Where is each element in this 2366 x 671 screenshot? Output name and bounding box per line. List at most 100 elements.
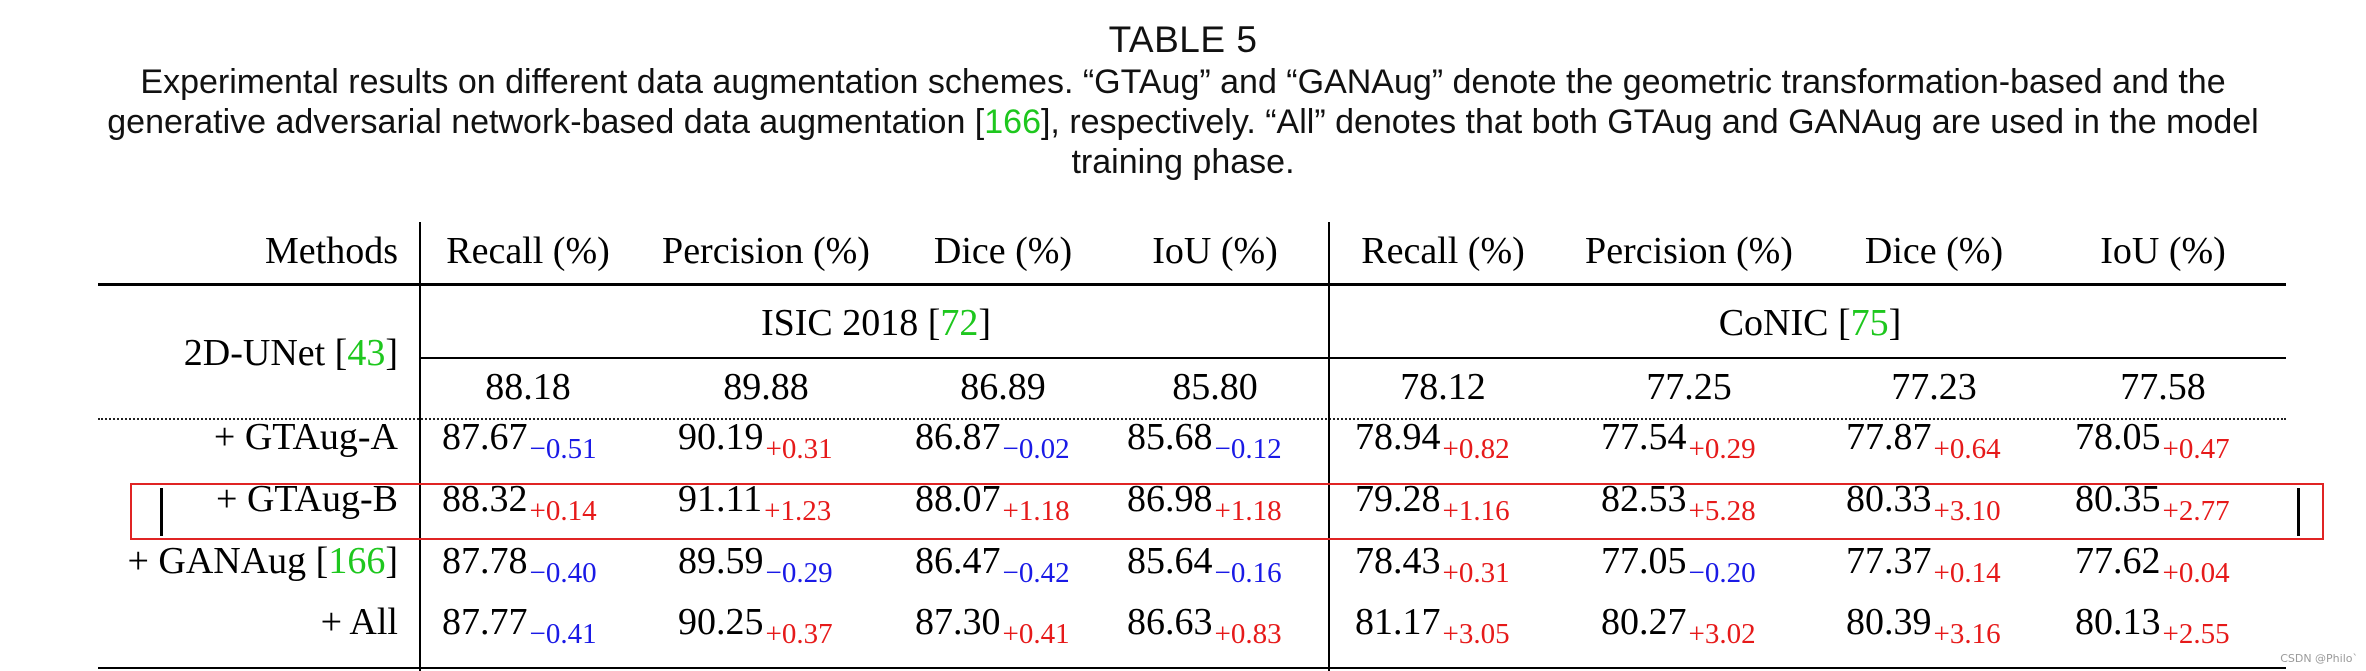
isic-citation[interactable]: 72 [940,302,979,344]
dataset-conic: CoNIC [75] [1718,302,1902,344]
table-cell: 88.32+0.14 [442,476,597,527]
cell-delta: +0.82 [1442,433,1510,465]
table-cell: 81.17+3.05 [1355,599,1510,650]
baseline-value: 77.58 [2120,366,2206,408]
table-top-rule [98,283,2286,286]
cell-delta: −0.02 [1002,433,1070,465]
cell-value: 88.07 [915,478,1001,520]
cell-value: 77.87 [1846,416,1932,458]
baseline-value: 77.25 [1646,366,1732,408]
cell-delta: +0.14 [529,495,597,527]
caption-text: Experimental results on different data a… [40,62,2326,182]
cell-delta: +3.16 [1933,618,2001,650]
cell-value: 80.33 [1846,478,1932,520]
table-bottom-rule [98,667,2286,669]
row-method-label: + GTAug-B [216,478,398,520]
baseline-value: 89.88 [723,366,809,408]
cell-delta: −0.51 [529,433,597,465]
cell-delta: +0.31 [1442,557,1510,589]
table-cell: 80.13+2.55 [2075,599,2230,650]
cell-delta: −0.29 [765,557,833,589]
cell-delta: +0.47 [2162,433,2230,465]
table-cell: 87.78−0.40 [442,538,597,589]
header-conic-dice: Dice (%) [1864,230,2004,272]
cell-delta: +1.16 [1442,495,1510,527]
citation-link[interactable]: 166 [984,103,1041,141]
cell-value: 80.13 [2075,601,2161,643]
cell-delta: +0.29 [1688,433,1756,465]
baseline-value: 77.23 [1891,366,1977,408]
dataset-column-divider [1328,222,1330,671]
cell-value: 77.62 [2075,540,2161,582]
cell-delta: +5.28 [1688,495,1756,527]
cell-delta: +0.83 [1214,618,1282,650]
baseline-citation[interactable]: 43 [347,332,386,374]
table-cell: 90.19+0.31 [678,414,833,465]
table-cell: 77.05−0.20 [1601,538,1756,589]
baseline-value: 85.80 [1172,366,1258,408]
table-cell: 86.87−0.02 [915,414,1070,465]
header-conic-iou: IoU (%) [2100,230,2226,272]
dataset-header-rule [420,357,2286,359]
cell-delta: +1.18 [1002,495,1070,527]
table-cell: 77.37+0.14 [1846,538,2001,589]
table-cell: 91.11+1.23 [678,476,832,527]
cell-value: 77.37 [1846,540,1932,582]
cell-value: 90.19 [678,416,764,458]
table-cell: 87.77−0.41 [442,599,597,650]
method-citation[interactable]: 166 [328,540,386,582]
table-cell: 88.07+1.18 [915,476,1070,527]
table-cell: 77.54+0.29 [1601,414,1756,465]
cell-value: 87.67 [442,416,528,458]
table-cell: 78.43+0.31 [1355,538,1510,589]
cell-delta: +0.64 [1933,433,2001,465]
table-cell: 77.62+0.04 [2075,538,2230,589]
cell-delta: +0.41 [1002,618,1070,650]
header-methods: Methods [265,230,398,272]
table-cell: 87.30+0.41 [915,599,1070,650]
row-method-label: + GANAug [166] [127,540,398,582]
cell-delta: +1.23 [764,495,832,527]
table-cell: 80.39+3.16 [1846,599,2001,650]
cell-delta: +1.18 [1214,495,1282,527]
cell-delta: +0.31 [765,433,833,465]
cell-delta: −0.41 [529,618,597,650]
cell-value: 82.53 [1601,478,1687,520]
table-cell: 87.67−0.51 [442,414,597,465]
cell-delta: +0.14 [1933,557,2001,589]
cell-value: 85.68 [1127,416,1213,458]
table-cell: 90.25+0.37 [678,599,833,650]
cell-value: 88.32 [442,478,528,520]
conic-citation[interactable]: 75 [1850,302,1889,344]
watermark: CSDN @Philo` [2280,652,2358,665]
cell-delta: −0.20 [1688,557,1756,589]
cell-value: 77.54 [1601,416,1687,458]
cell-value: 90.25 [678,601,764,643]
cell-delta: +3.02 [1688,618,1756,650]
baseline-method: 2D-UNet [43] [183,332,398,374]
cell-value: 80.35 [2075,478,2161,520]
table-cell: 85.64−0.16 [1127,538,1282,589]
cell-value: 79.28 [1355,478,1441,520]
right-bar-mark [2297,488,2300,536]
cell-value: 87.78 [442,540,528,582]
left-bar-mark [160,488,163,536]
baseline-value: 78.12 [1400,366,1486,408]
table-title: TABLE 5 [1108,19,1258,60]
cell-delta: +2.55 [2162,618,2230,650]
table-cell: 77.87+0.64 [1846,414,2001,465]
table-caption: TABLE 5 Experimental results on differen… [40,18,2326,182]
row-method-label: + All [320,601,398,643]
baseline-value: 86.89 [960,366,1046,408]
cell-value: 86.98 [1127,478,1213,520]
cell-value: 89.59 [678,540,764,582]
header-isic-precision: Percision (%) [662,230,870,272]
table-cell: 78.05+0.47 [2075,414,2230,465]
row-method-label: + GTAug-A [213,416,398,458]
cell-value: 78.05 [2075,416,2161,458]
cell-value: 86.47 [915,540,1001,582]
cell-value: 80.39 [1846,601,1932,643]
cell-value: 87.30 [915,601,1001,643]
table-cell: 80.27+3.02 [1601,599,1756,650]
cell-delta: +0.37 [765,618,833,650]
